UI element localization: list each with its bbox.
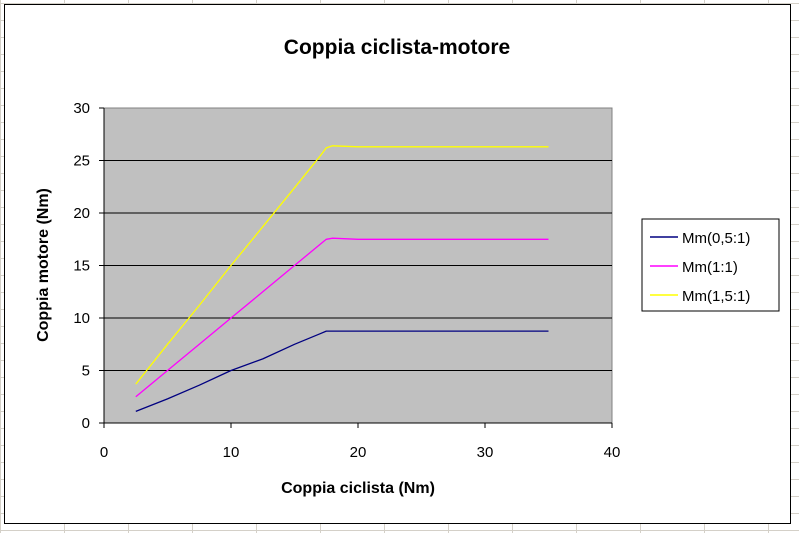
plot-area[interactable]: 0 5 10 15 20 25 30 0 10 20 30 40 — [73, 100, 620, 461]
y-tick-label-1: 5 — [82, 363, 90, 380]
legend-label-3: Mm(1,5:1) — [682, 288, 750, 305]
y-tick-label-0: 0 — [82, 415, 90, 432]
x-tick-label-2: 20 — [350, 444, 367, 461]
x-tick-label-1: 10 — [223, 444, 240, 461]
legend[interactable]: Mm(0,5:1) Mm(1:1) Mm(1,5:1) — [641, 218, 780, 312]
series-line-1 — [135, 330, 549, 413]
y-tick-label-3: 15 — [73, 258, 90, 275]
y-tick-label-4: 20 — [73, 205, 90, 222]
series-line-2 — [135, 237, 549, 398]
y-axis-title: Coppia motore (Nm) — [35, 188, 52, 342]
y-tick-label-6: 30 — [73, 100, 90, 117]
legend-label-1: Mm(0,5:1) — [682, 230, 750, 247]
y-tick-label-2: 10 — [73, 310, 90, 327]
legend-label-2: Mm(1:1) — [682, 259, 738, 276]
y-tick-label-5: 25 — [73, 153, 90, 170]
x-tick-label-3: 30 — [477, 444, 494, 461]
x-tick-label-0: 0 — [100, 444, 108, 461]
x-axis-title: Coppia ciclista (Nm) — [281, 480, 435, 497]
chart-title: Coppia ciclista-motore — [284, 36, 510, 59]
x-tick-label-4: 40 — [604, 444, 621, 461]
series-line-3 — [135, 145, 549, 385]
